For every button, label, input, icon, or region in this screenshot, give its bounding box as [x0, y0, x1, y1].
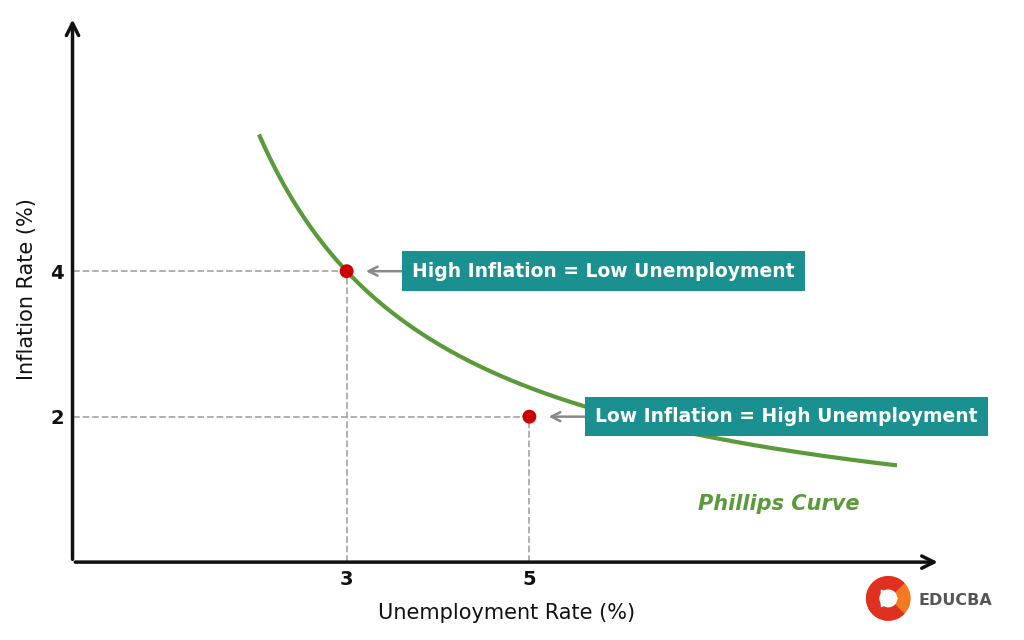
Circle shape [866, 577, 910, 620]
Y-axis label: Inflation Rate (%): Inflation Rate (%) [16, 198, 37, 380]
Point [339, 266, 355, 276]
Polygon shape [882, 590, 897, 607]
Text: EDUCBA: EDUCBA [919, 593, 992, 608]
Wedge shape [866, 577, 903, 620]
Text: High Inflation = Low Unemployment: High Inflation = Low Unemployment [413, 262, 795, 281]
Point [521, 412, 538, 422]
Circle shape [880, 590, 897, 607]
X-axis label: Unemployment Rate (%): Unemployment Rate (%) [378, 604, 635, 623]
Text: Phillips Curve: Phillips Curve [698, 493, 860, 514]
Text: Low Inflation = High Unemployment: Low Inflation = High Unemployment [595, 407, 978, 426]
